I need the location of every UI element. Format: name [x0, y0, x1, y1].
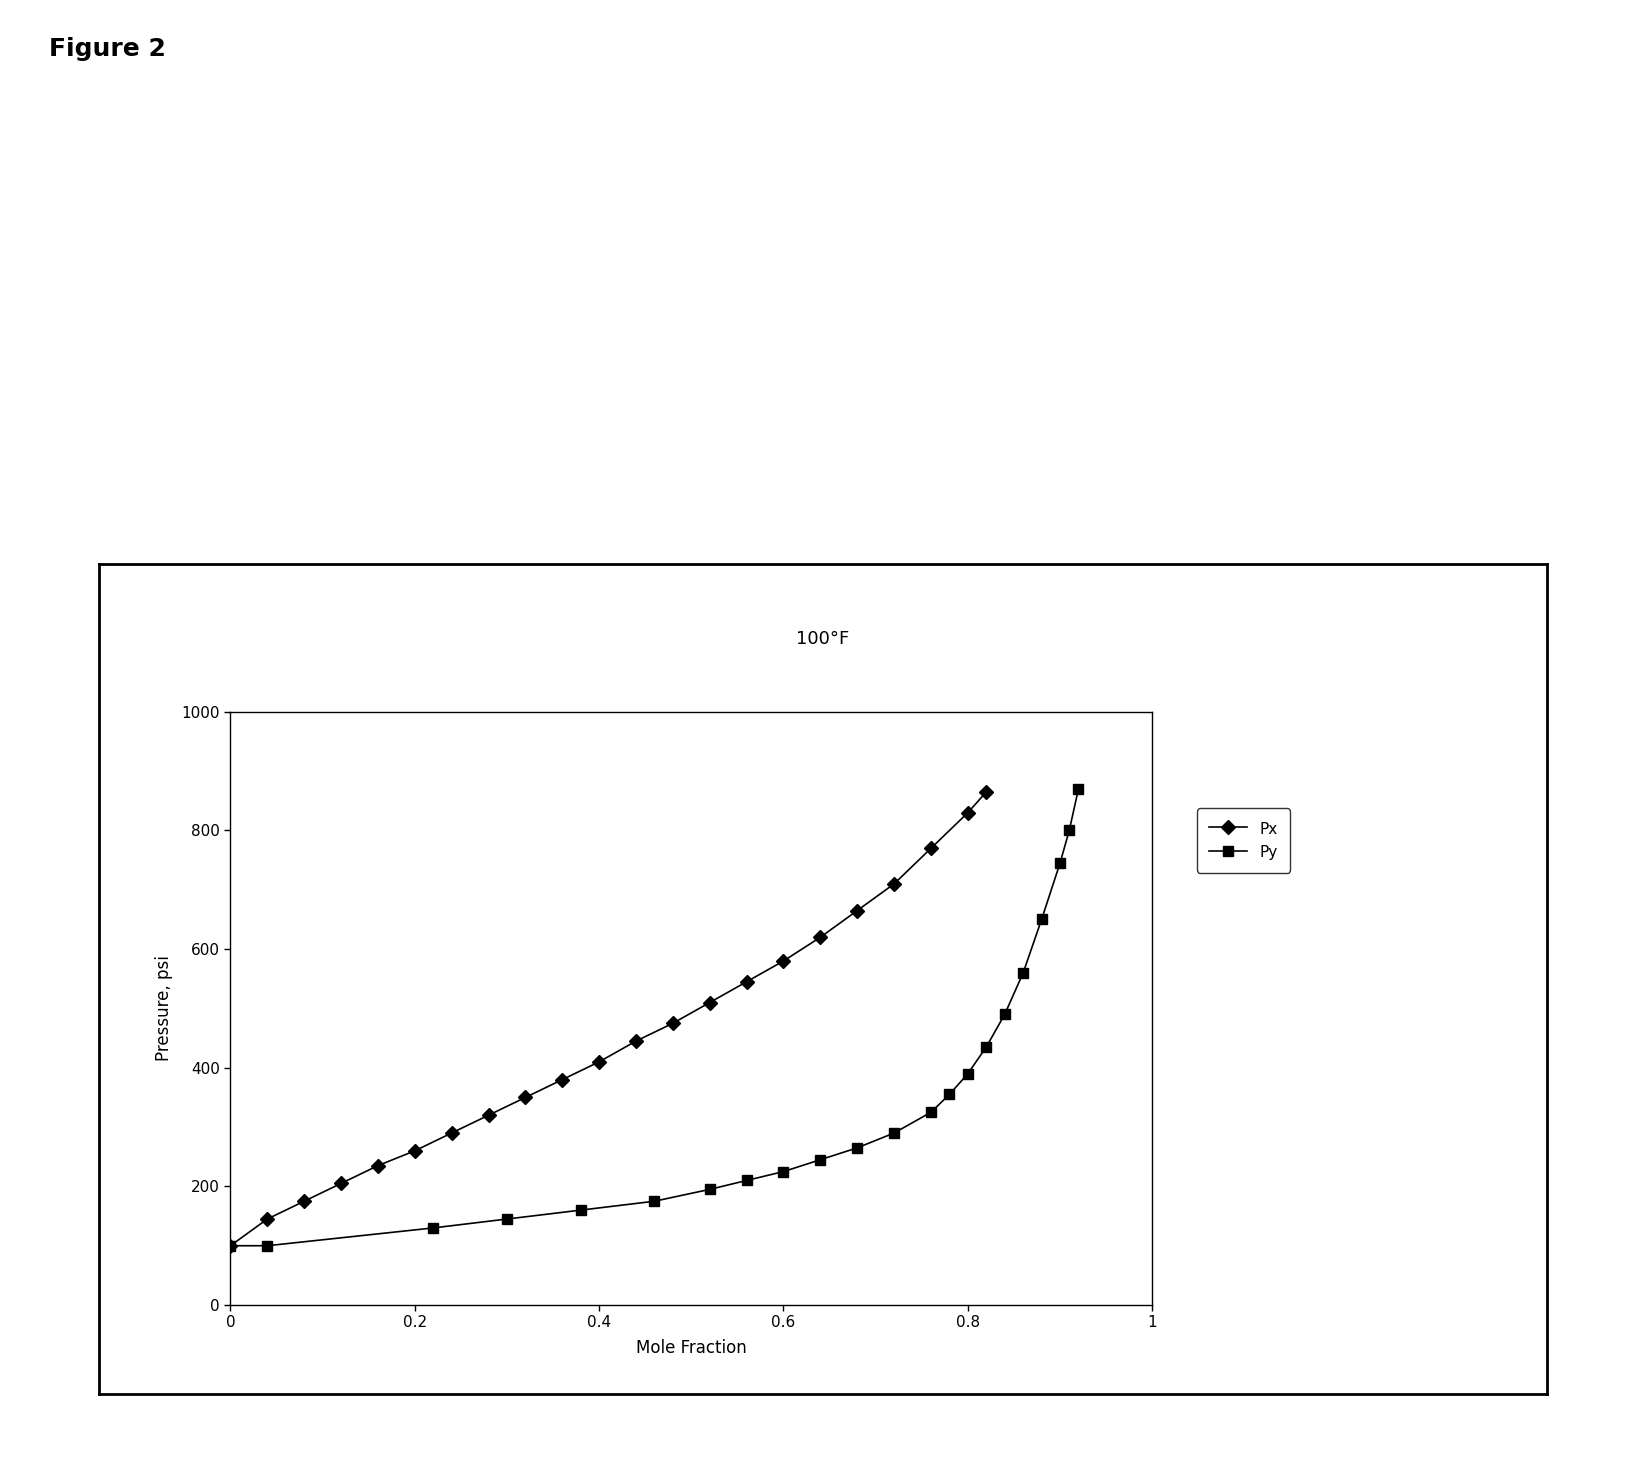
Px — [810, 928, 830, 946]
Px — [884, 875, 904, 893]
Px — [848, 902, 867, 919]
Px — [774, 952, 793, 970]
Py — [423, 1219, 443, 1237]
Px — [515, 1089, 535, 1106]
Px — [405, 1142, 425, 1160]
Py — [1032, 911, 1052, 928]
Py — [940, 1086, 960, 1103]
Line: Px: Px — [226, 787, 991, 1250]
Py — [848, 1139, 867, 1157]
Px — [663, 1014, 683, 1032]
Py — [958, 1065, 978, 1083]
X-axis label: Mole Fraction: Mole Fraction — [635, 1339, 747, 1357]
Py — [810, 1151, 830, 1169]
Py — [922, 1103, 942, 1121]
Text: Figure 2: Figure 2 — [49, 37, 166, 61]
Text: 100°F: 100°F — [797, 630, 849, 648]
Px — [553, 1071, 573, 1089]
Px — [479, 1106, 499, 1124]
Px — [257, 1210, 277, 1228]
Py — [257, 1237, 277, 1255]
Px — [221, 1237, 240, 1255]
Px — [331, 1175, 351, 1192]
Py — [645, 1192, 665, 1210]
Py — [497, 1210, 517, 1228]
Px — [922, 839, 942, 857]
Px — [737, 973, 757, 991]
Py — [737, 1172, 757, 1189]
Px — [958, 804, 978, 822]
Px — [589, 1053, 609, 1071]
Py — [1060, 822, 1080, 839]
Px — [625, 1032, 645, 1050]
Line: Py: Py — [226, 785, 1083, 1250]
Py — [700, 1180, 719, 1198]
Py — [1068, 780, 1088, 798]
Y-axis label: Pressure, psi: Pressure, psi — [155, 955, 173, 1062]
Py — [976, 1038, 996, 1056]
Px — [441, 1124, 461, 1142]
Py — [571, 1201, 591, 1219]
Py — [1014, 964, 1034, 982]
Py — [221, 1237, 240, 1255]
Px — [976, 783, 996, 801]
Px — [369, 1157, 388, 1175]
Px — [700, 994, 719, 1011]
Py — [994, 1005, 1014, 1023]
Legend: Px, Py: Px, Py — [1197, 808, 1290, 872]
Px — [295, 1192, 314, 1210]
Py — [884, 1124, 904, 1142]
Py — [1050, 854, 1070, 872]
Py — [774, 1163, 793, 1180]
